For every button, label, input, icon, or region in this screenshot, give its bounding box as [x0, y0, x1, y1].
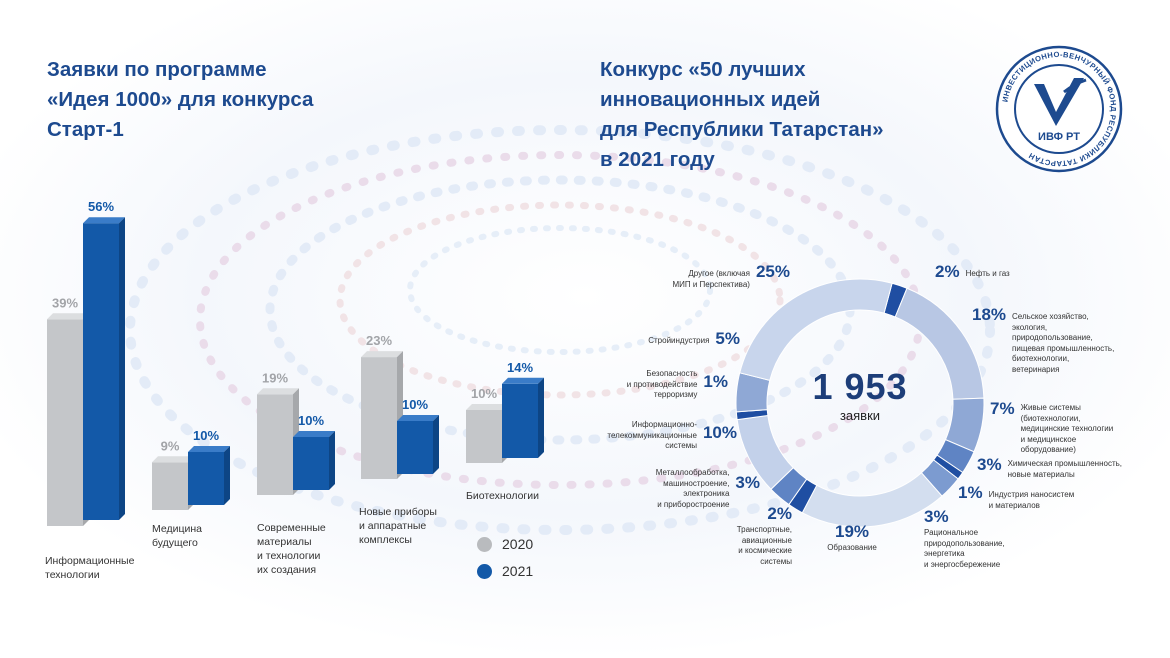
slice-pct: 3% — [735, 473, 760, 492]
left-title-line: Старт-1 — [47, 118, 124, 141]
slice-annotation: 19% Образование — [812, 523, 892, 554]
slice-label: Информационно- телекоммуникационные сист… — [607, 420, 697, 450]
legend-2020-label: 2020 — [502, 536, 534, 552]
slice-label: Образование — [827, 543, 877, 552]
bar-category-label: Современные материалы и технологии их со… — [257, 522, 326, 576]
bar-2021 — [293, 431, 335, 490]
bar-2020 — [361, 351, 403, 479]
bar-2021 — [502, 377, 544, 458]
slice-annotation: Стройиндустрия 5% — [620, 330, 740, 348]
slice-label: Химическая промышленность, новые материа… — [1007, 459, 1123, 479]
bar-2021-value-label: 10% — [193, 428, 219, 443]
slice-label: Безопасность и противодействие терроризм… — [626, 369, 698, 399]
slice-label: Другое (включая МИП и Перспектива) — [672, 269, 750, 289]
bar-2020-value-label: 10% — [471, 386, 497, 401]
donut-chart — [735, 278, 985, 528]
legend-2020-swatch — [477, 536, 492, 552]
right-title-line: инновационных идей — [600, 88, 821, 111]
left-title-line: «Идея 1000» для конкурса — [47, 88, 314, 111]
bar-2020 — [257, 388, 299, 495]
slice-pct: 1% — [958, 483, 983, 502]
donut-slice — [801, 472, 943, 528]
bar-2021-value-label: 10% — [402, 397, 428, 412]
bar-2021 — [397, 415, 439, 474]
bar-2020-value-label: 9% — [161, 438, 180, 453]
slice-pct: 2% — [767, 504, 792, 523]
bar-2020 — [466, 404, 508, 463]
slice-pct: 5% — [715, 329, 740, 348]
slice-label: Металлообработка, машиностроение, электр… — [655, 468, 730, 509]
slice-label: Нефть и газ — [965, 269, 1010, 278]
logo-text: ИВФ РТ — [1038, 131, 1080, 143]
right-title-line: для Республики Татарстан» — [600, 118, 884, 141]
bar-2021-value-label: 14% — [507, 360, 533, 375]
ivf-rt-logo: ИНВЕСТИЦИОННО-ВЕНЧУРНЫЙ ФОНД РЕСПУБЛИКИ … — [995, 45, 1123, 173]
bar-2020 — [152, 456, 194, 510]
slice-annotation: 2% Нефть и газ — [935, 263, 1010, 281]
right-title-line: Конкурс «50 лучших — [600, 58, 806, 81]
bar-2021-value-label: 10% — [298, 413, 324, 428]
slice-annotation: Металлообработка, машиностроение, электр… — [620, 468, 760, 510]
slice-annotation: 18% Сельское хозяйство, экология, природ… — [972, 306, 1114, 375]
logo-v-mark — [1034, 78, 1084, 126]
slice-annotation: 2% Транспортные, авиационные и космическ… — [710, 505, 792, 567]
bar-category-label: Новые приборы и аппаратные комплексы — [359, 506, 437, 546]
bar-2020-value-label: 39% — [52, 295, 78, 310]
bar-2021 — [83, 217, 125, 520]
slice-label: Рациональное природопользование, энергет… — [924, 528, 1005, 569]
bar-2020 — [47, 313, 89, 526]
slice-pct: 3% — [924, 507, 949, 526]
left-chart-title: Заявки по программе «Идея 1000» для конк… — [47, 55, 387, 145]
bar-category-label: Биотехнологии — [466, 490, 539, 502]
right-chart-title: Конкурс «50 лучших инновационных идей дл… — [600, 55, 940, 175]
slice-pct: 25% — [755, 262, 790, 281]
slice-label: Индустрия наносистем и материалов — [988, 490, 1075, 510]
slice-pct: 2% — [935, 262, 960, 281]
bar-2021 — [188, 446, 230, 505]
bar-chart: 39% 56% 9% 10% 19% 10% 23% 10% 10% 14% — [47, 199, 544, 526]
legend-2021: 2021 — [477, 563, 533, 579]
slice-annotation: Безопасность и противодействие терроризм… — [608, 369, 728, 401]
left-title-line: Заявки по программе — [47, 58, 267, 81]
slice-pct: 3% — [977, 455, 1002, 474]
slice-label: Стройиндустрия — [648, 336, 710, 345]
slice-annotation: 1% Индустрия наносистем и материалов — [958, 484, 1074, 511]
donut-total-label: заявки — [839, 408, 881, 423]
slice-label: Транспортные, авиационные и космические … — [736, 525, 792, 566]
bar-2021-value-label: 56% — [88, 199, 114, 214]
slice-pct: 19% — [834, 522, 870, 541]
slice-label: Живые системы (биотехнологии, медицински… — [1020, 403, 1114, 454]
slice-pct: 10% — [702, 423, 737, 442]
legend-2020: 2020 — [477, 536, 533, 552]
slice-label: Сельское хозяйство, экология, природопол… — [1012, 312, 1115, 374]
slice-annotation: 7% Живые системы (биотехнологии, медицин… — [990, 400, 1113, 456]
slice-pct: 7% — [990, 399, 1015, 418]
bar-category-label: Информационные технологии — [45, 555, 135, 581]
slice-annotation: Другое (включая МИП и Перспектива) 25% — [640, 263, 790, 290]
slice-annotation: Информационно- телекоммуникационные сист… — [600, 420, 737, 452]
donut-total-value: 1 953 — [812, 366, 908, 407]
legend-2021-label: 2021 — [502, 563, 534, 579]
right-title-line: в 2021 году — [600, 148, 715, 171]
slice-pct: 18% — [972, 305, 1007, 324]
slice-annotation: 3% Рациональное природопользование, энер… — [924, 508, 1005, 570]
bar-2020-value-label: 23% — [366, 333, 392, 348]
slice-pct: 1% — [703, 372, 728, 391]
legend-2021-swatch — [477, 563, 492, 579]
bar-2020-value-label: 19% — [262, 370, 288, 385]
slice-annotation: 3% Химическая промышленность, новые мате… — [977, 456, 1122, 480]
donut-slice — [739, 278, 893, 381]
bar-category-label: Медицина будущего — [152, 523, 202, 549]
